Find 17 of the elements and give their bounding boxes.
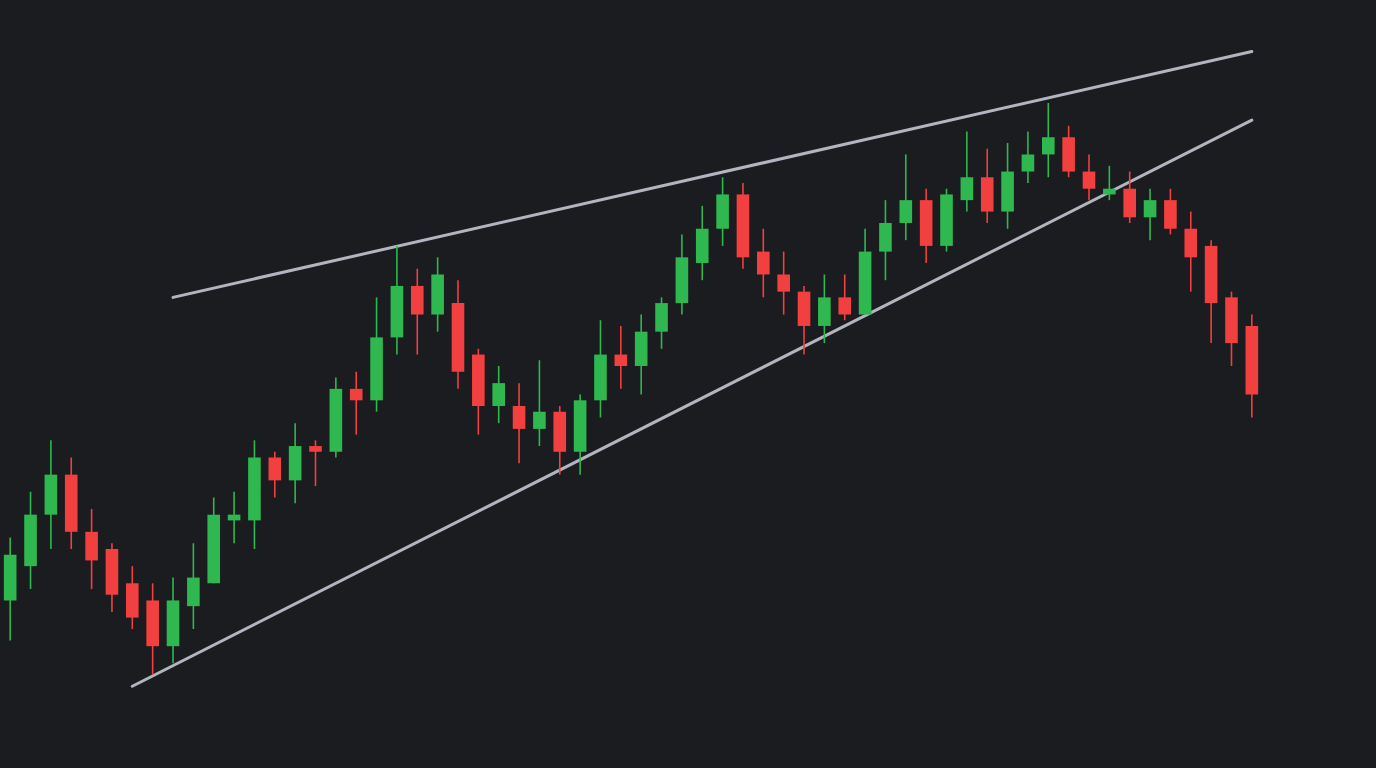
candlestick — [1082, 153, 1096, 201]
candlestick — [899, 153, 913, 241]
candlestick — [777, 250, 790, 316]
candlestick — [757, 227, 770, 299]
candlestick — [1143, 187, 1157, 241]
candlestick — [838, 273, 852, 322]
candlestick — [960, 130, 974, 213]
candlestick — [309, 439, 322, 487]
candlestick — [492, 365, 506, 424]
candlestick — [1103, 165, 1116, 201]
candlestick — [533, 359, 546, 447]
candlestick — [1041, 102, 1055, 179]
candlestick — [512, 382, 526, 464]
candlestick — [349, 370, 363, 436]
candlestick — [268, 450, 282, 499]
candlestick — [614, 325, 628, 390]
candlestick — [1021, 130, 1035, 184]
